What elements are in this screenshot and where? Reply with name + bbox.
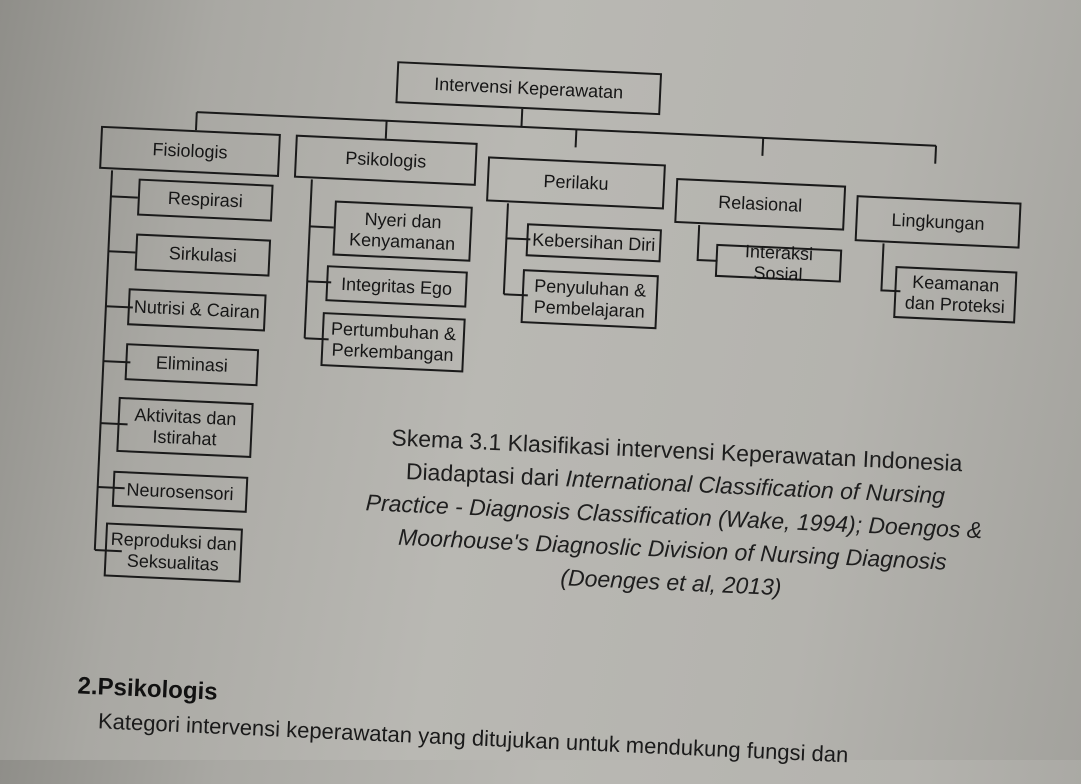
connector-psikologis	[303, 179, 313, 339]
node-respirasi: Respirasi	[137, 178, 274, 222]
node-relasional: Relasional	[674, 177, 847, 231]
node-nutrisi-cairan: Nutrisi & Cairan	[127, 288, 267, 332]
connector-perilaku	[502, 203, 509, 295]
node-integritas-ego: Integritas Ego	[325, 265, 468, 308]
node-eliminasi: Eliminasi	[124, 343, 260, 387]
node-pertumbuhan-perkembangan: Pertumbuhan & Perkembangan	[320, 312, 466, 373]
node-kebersihan-diri: Kebersihan Diri	[525, 223, 662, 263]
node-penyuluhan-pembelajaran: Penyuluhan & Pembelajaran	[520, 269, 659, 330]
node-nyeri-kenyamanan: Nyeri dan Kenyamanan	[332, 200, 473, 262]
node-aktivitas-istirahat: Aktivitas dan Istirahat	[116, 396, 254, 458]
node-reproduksi-seksualitas: Reproduksi dan Seksualitas	[103, 522, 243, 583]
node-neurosensori: Neurosensori	[111, 470, 249, 513]
node-interaksi-sosial: Interaksi Sosial	[714, 241, 843, 284]
node-perilaku: Perilaku	[486, 156, 666, 210]
figure-caption: Skema 3.1 Klasifikasi intervensi Keperaw…	[346, 420, 1003, 614]
connector-root	[520, 108, 524, 127]
connector-bus	[196, 111, 937, 147]
connector-relasional	[696, 225, 718, 262]
connector-lingkungan	[880, 243, 901, 293]
node-lingkungan: Lingkungan	[854, 195, 1022, 249]
node-psikologis: Psikologis	[293, 134, 478, 186]
node-fisiologis: Fisiologis	[99, 125, 281, 177]
node-sirkulasi: Sirkulasi	[134, 233, 272, 277]
node-keamanan-proteksi: Keamanan dan Proteksi	[893, 266, 1018, 324]
